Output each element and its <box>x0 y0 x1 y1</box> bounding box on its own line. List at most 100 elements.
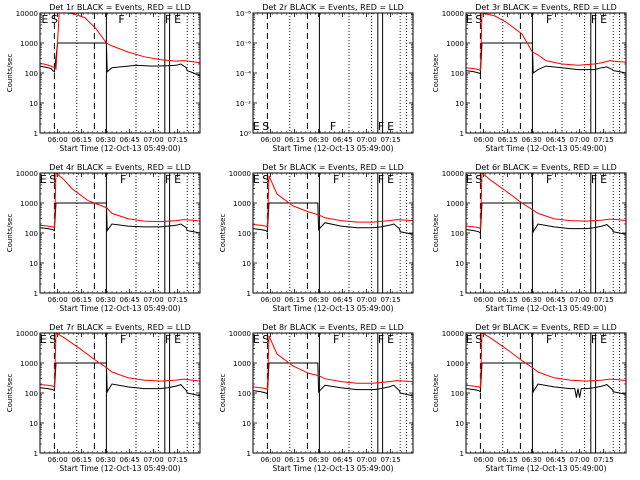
flag-label: F <box>546 173 552 186</box>
x-tick-label: 06:00 <box>261 136 281 144</box>
y-tick-label: 10000 <box>16 330 38 338</box>
flag-label: E <box>174 333 181 346</box>
flag-label: F <box>378 333 384 346</box>
series-events <box>40 42 200 77</box>
series-lld <box>40 333 200 388</box>
flag-label: F <box>591 333 597 346</box>
detector-panel-7: Det 7r BLACK = Events, RED = LLD 1 10 100 10… <box>6 323 201 473</box>
x-tick-label: 07:15 <box>381 296 401 304</box>
panel-title: Det 1r BLACK = Events, RED = LLD <box>49 3 191 12</box>
y-tick-label: 1000 <box>233 200 251 208</box>
flag-label: S <box>49 173 56 186</box>
panel-title: Det 2r BLACK = Events, RED = LLD <box>262 3 404 12</box>
y-tick-label: 1 <box>34 450 38 458</box>
y-axis-title: Counts/sec <box>219 214 227 253</box>
series-events <box>466 202 626 235</box>
y-tick-label: 1000 <box>20 360 38 368</box>
series-lld <box>40 173 200 229</box>
x-tick-label: 06:00 <box>261 456 281 464</box>
x-tick-label: 06:45 <box>546 136 566 144</box>
flag-label: F <box>165 173 171 186</box>
y-tick-label: 1 <box>247 450 251 458</box>
flag-label: F <box>330 120 336 133</box>
x-tick-label: 06:30 <box>96 456 116 464</box>
flag-label: E <box>387 333 394 346</box>
x-tick-label: 06:45 <box>120 296 140 304</box>
y-tick-label: 1000 <box>446 360 464 368</box>
flag-label: F <box>333 333 339 346</box>
x-tick-label: 06:45 <box>120 456 140 464</box>
x-tick-label: 06:15 <box>72 456 92 464</box>
x-tick-label: 07:15 <box>168 136 188 144</box>
y-tick-label: 10000 <box>229 170 251 178</box>
y-tick-label: 1000 <box>446 200 464 208</box>
series-lld <box>253 335 413 391</box>
x-tick-label: 06:30 <box>522 136 542 144</box>
y-tick-label: 100 <box>25 230 38 238</box>
flag-label: E <box>253 120 260 133</box>
x-tick-label: 07:15 <box>594 136 614 144</box>
y-tick-label: 10000 <box>16 10 38 18</box>
x-tick-label: 06:00 <box>261 296 281 304</box>
x-axis-title: Start Time (12-Oct-13 05:49:00) <box>485 464 606 473</box>
flag-label: E <box>600 173 607 186</box>
x-tick-label: 07:15 <box>168 296 188 304</box>
y-axis-title: Counts/sec <box>219 374 227 413</box>
detector-panel-8: Det 8r BLACK = Events, RED = LLD 1 10 100 10… <box>219 323 414 473</box>
panel-title: Det 3r BLACK = Events, RED = LLD <box>475 3 617 12</box>
x-tick-label: 07:15 <box>168 456 188 464</box>
x-tick-label: 06:30 <box>309 456 329 464</box>
x-tick-label: 06:30 <box>309 296 329 304</box>
flag-label: E <box>40 173 47 186</box>
x-tick-label: 06:15 <box>498 136 518 144</box>
flag-label: F <box>378 120 384 133</box>
panel-frame <box>252 332 414 454</box>
y-tick-label: 10000 <box>442 170 464 178</box>
x-tick-label: 06:30 <box>522 456 542 464</box>
flag-label: F <box>165 333 171 346</box>
y-tick-label: 100 <box>25 70 38 78</box>
y-tick-label: 10 <box>242 260 251 268</box>
x-axis-title: Start Time (12-Oct-13 05:49:00) <box>272 304 393 313</box>
y-axis-title: Counts/sec <box>6 214 14 253</box>
y-tick-label: 1 <box>460 290 464 298</box>
y-tick-label: 1000 <box>233 360 251 368</box>
x-tick-label: 07:00 <box>570 136 590 144</box>
y-tick-label: 10⁻² <box>236 100 252 108</box>
y-tick-label: 10 <box>455 260 464 268</box>
y-tick-label: 10 <box>29 100 38 108</box>
x-tick-label: 07:15 <box>381 456 401 464</box>
x-tick-label: 06:00 <box>474 456 494 464</box>
x-tick-label: 07:00 <box>144 136 164 144</box>
y-tick-label: 10 <box>242 420 251 428</box>
panel-frame <box>465 332 627 454</box>
flag-label: E <box>174 173 181 186</box>
flag-label: E <box>387 173 394 186</box>
x-tick-label: 07:00 <box>570 456 590 464</box>
panel-title: Det 7r BLACK = Events, RED = LLD <box>49 323 191 332</box>
x-tick-label: 07:15 <box>594 296 614 304</box>
x-tick-label: 06:00 <box>474 136 494 144</box>
series-lld <box>40 13 200 71</box>
detector-panel-9: Det 9r BLACK = Events, RED = LLD 1 10 100 10… <box>432 323 627 473</box>
panel-title: Det 4r BLACK = Events, RED = LLD <box>49 163 191 172</box>
y-tick-label: 10 <box>29 420 38 428</box>
flag-label: F <box>120 333 126 346</box>
y-axis-title: Counts/sec <box>432 54 440 93</box>
y-tick-label: 1 <box>34 290 38 298</box>
flag-label: E <box>253 173 260 186</box>
x-tick-label: 06:15 <box>498 296 518 304</box>
x-tick-label: 06:45 <box>546 296 566 304</box>
x-tick-label: 07:00 <box>570 296 590 304</box>
y-tick-label: 10⁻⁴ <box>236 70 252 78</box>
flag-label: E <box>40 333 47 346</box>
flag-label: E <box>387 120 394 133</box>
y-tick-label: 10000 <box>442 330 464 338</box>
flag-label: E <box>466 333 473 346</box>
panel-title: Det 9r BLACK = Events, RED = LLD <box>475 323 617 332</box>
x-tick-label: 06:00 <box>48 456 68 464</box>
x-tick-label: 06:30 <box>309 136 329 144</box>
x-tick-label: 07:00 <box>144 296 164 304</box>
panel-title: Det 8r BLACK = Events, RED = LLD <box>262 323 404 332</box>
panel-frame <box>39 172 201 294</box>
